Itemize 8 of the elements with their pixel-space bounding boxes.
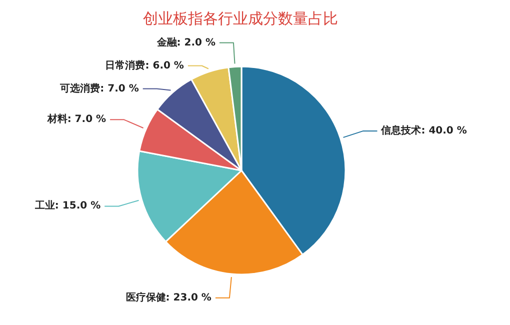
slice-label: 信息技术: 40.0 % [380,124,467,136]
slice-label: 材料: 7.0 % [46,113,106,126]
slice-label: 可选消费: 7.0 % [59,82,139,94]
slice-label: 日常消费: 6.0 % [105,59,184,72]
slice-label: 医疗保健: 23.0 % [126,291,212,304]
slice-label: 金融: 2.0 % [156,36,216,48]
slice-label: 工业: 15.0 % [34,200,101,212]
chart-title: 创业板指各行业成分数量占比 [143,10,338,28]
